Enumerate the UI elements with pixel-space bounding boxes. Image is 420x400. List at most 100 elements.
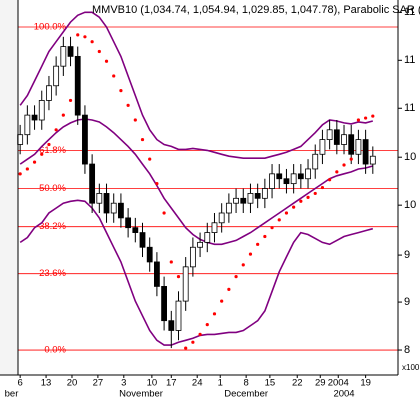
month-label: ber <box>5 389 19 400</box>
sar-dot <box>256 242 260 246</box>
candle-body <box>319 139 326 155</box>
candle-body <box>240 197 247 204</box>
sar-dot <box>176 275 181 279</box>
candle-body <box>24 114 31 136</box>
candle-body <box>247 193 254 204</box>
y-tick-label: 10 <box>404 199 416 211</box>
sar-dot <box>155 182 159 186</box>
candle-body <box>355 139 362 155</box>
sar-dot <box>191 340 195 344</box>
y-tick-label: 10 <box>404 151 416 163</box>
candle-body <box>125 217 132 229</box>
sar-dot <box>292 205 296 209</box>
candle-body <box>189 246 196 268</box>
candle-body <box>139 232 146 248</box>
sar-dot <box>277 218 281 222</box>
sar-dot <box>234 275 238 279</box>
x-tick-label: 10 <box>147 378 158 389</box>
candle-body <box>60 46 67 67</box>
candle-body <box>348 134 355 155</box>
sar-dot <box>104 59 109 63</box>
y-tick-label: 9 <box>404 296 410 308</box>
sar-dot <box>133 118 137 122</box>
fib-label: 61.8% <box>39 145 66 156</box>
sar-dot <box>47 142 51 147</box>
candle-body <box>362 139 369 165</box>
candle-body <box>96 193 103 204</box>
sar-dot <box>356 118 361 122</box>
sar-dot <box>140 137 145 142</box>
sar-dot <box>61 113 65 117</box>
bollinger-band <box>19 11 374 159</box>
sar-dot <box>25 167 29 171</box>
sar-dot <box>349 157 353 161</box>
sar-dot <box>90 40 94 44</box>
bollinger-band <box>19 118 374 246</box>
bollinger-band <box>19 199 374 346</box>
sar-dot <box>220 299 224 303</box>
x-tick-label: 3 <box>121 378 126 389</box>
fib-label: 50.0% <box>39 183 66 194</box>
x-tick-label: 24 <box>192 378 203 389</box>
sar-dot <box>68 98 73 103</box>
x-tick-label: 20 <box>67 378 78 389</box>
chart-title: MMVB10 (1,034.74, 1,054.94, 1,029.85, 1,… <box>92 4 420 16</box>
sar-dot <box>112 74 116 78</box>
candle-body <box>132 227 139 233</box>
sar-dot <box>126 103 130 107</box>
sar-dot <box>198 332 202 336</box>
plot-area: 100.0% 61.8% 50.0% 38.2% 23.6% 0.0% <box>17 11 398 356</box>
fib-label: 38.2% <box>39 221 66 232</box>
x-tick-label: 13 <box>41 378 52 389</box>
x-tick-label: 2004 <box>328 378 349 389</box>
candle-body <box>46 85 52 101</box>
candle-body <box>290 173 297 185</box>
candle-body <box>161 286 167 322</box>
fib-label: 23.6% <box>39 268 66 279</box>
candle-body <box>168 320 175 331</box>
sar-dot <box>40 152 44 156</box>
x-tick-label: 15 <box>265 378 276 389</box>
candle-body <box>197 241 203 248</box>
sar-dot <box>83 35 87 39</box>
sar-dot <box>205 322 209 327</box>
sar-dot <box>371 114 375 118</box>
candle-body <box>276 173 283 180</box>
left-axis-strip <box>0 0 18 375</box>
x-tick-label: 19 <box>360 378 371 389</box>
month-label: December <box>224 389 268 400</box>
sar-dot <box>306 195 310 199</box>
sar-dot <box>32 160 37 164</box>
candle-body <box>82 114 88 165</box>
candle-body <box>254 193 261 199</box>
sar-dot <box>248 252 253 256</box>
candle-body <box>204 232 211 243</box>
sar-dot <box>364 116 368 120</box>
candle-body <box>74 55 81 116</box>
sar-dot <box>97 49 101 54</box>
fib-label: 0.0% <box>44 345 66 356</box>
y-tick-label: 11 <box>404 6 415 18</box>
sar-dot <box>328 178 332 182</box>
candle-body <box>110 202 117 214</box>
candle-body <box>53 65 60 87</box>
candle-body <box>341 134 347 145</box>
y-tick-label: 8 <box>404 344 410 356</box>
sar-dot <box>335 170 339 174</box>
candle-body <box>182 266 189 302</box>
candle-body <box>269 173 275 189</box>
sar-dot <box>342 163 346 167</box>
candle-body <box>67 46 74 57</box>
candle-body <box>233 197 239 204</box>
y-tick-label: 11 <box>404 102 415 114</box>
candle-body <box>333 129 340 145</box>
candle-body <box>218 212 225 224</box>
sar-dot <box>313 191 317 196</box>
candle-body <box>38 100 45 121</box>
candle-body <box>211 222 218 233</box>
x-tick-label: 29 <box>315 378 326 389</box>
candle-body <box>297 173 304 180</box>
candle-body <box>146 246 153 263</box>
